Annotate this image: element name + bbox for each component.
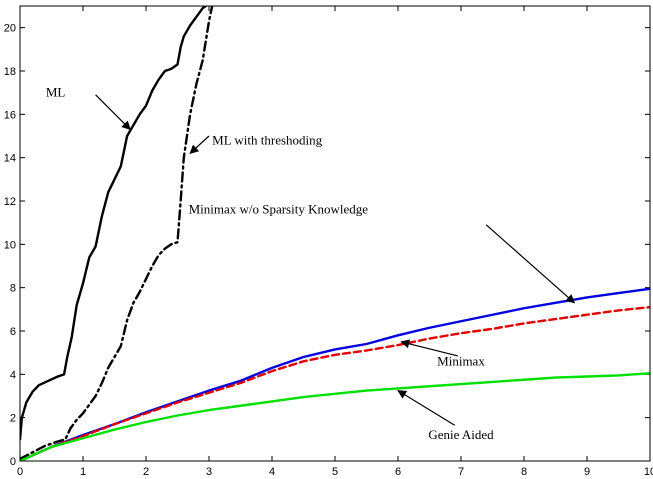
x-tick-label: 9 [584,466,590,478]
x-tick-label: 7 [458,466,464,478]
series-line-minimax-w-o-sparsity-knowledge [20,287,650,461]
plot-frame [19,5,651,462]
x-tick-label: 0 [17,466,23,478]
y-tick-label: 2 [10,413,16,425]
series-line-genie-aided [20,372,650,461]
y-tick-label: 10 [4,239,16,251]
y-tick-label: 12 [4,196,16,208]
x-tick-label: 3 [206,466,212,478]
x-tick-label: 4 [269,466,275,478]
annotation-label-ml: ML [46,85,66,100]
annotation-label-minimax: Minimax [437,353,485,368]
y-tick-label: 0 [10,456,16,468]
y-tick-label: 4 [10,369,16,381]
axis-ticks: 01234567891002468101214161820 [4,6,653,478]
annotation-arrow-minimax-w-o-sparsity-knowledge [485,224,576,304]
annotations: ML ML with threshoding Minimax w/o Sparsit… [46,85,576,442]
annotation-arrow-ml-with-threshoding [189,135,210,154]
annotation-arrow-genie-aided [397,390,456,426]
y-tick-label: 8 [10,283,16,295]
annotation-label-ml-with-threshoding: ML with threshoding [212,132,323,147]
x-tick-label: 8 [521,466,527,478]
series-line-ml [20,6,208,441]
annotation-arrow-minimax [400,339,458,357]
series-line-minimax [20,305,650,461]
x-tick-label: 10 [644,466,653,478]
y-tick-label: 18 [4,66,16,78]
y-tick-label: 16 [4,109,16,121]
annotation-label-genie-aided: Genie Aided [428,427,494,442]
y-tick-label: 20 [4,23,16,35]
y-tick-label: 6 [10,326,16,338]
series-line-ml-with-threshoding [20,6,214,461]
x-tick-label: 2 [143,466,149,478]
y-tick-label: 14 [4,153,16,165]
annotation-label-minimax-w-o-sparsity-knowledge: Minimax w/o Sparsity Knowledge [189,202,369,217]
series-lines [20,6,650,461]
x-tick-label: 5 [332,466,338,478]
x-tick-label: 6 [395,466,401,478]
annotation-arrow-ml [95,94,131,131]
x-tick-label: 1 [80,466,86,478]
